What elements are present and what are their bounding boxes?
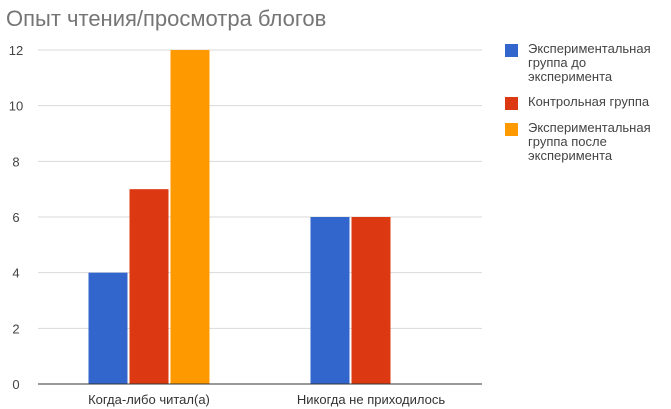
legend-swatch-exp-after — [505, 123, 518, 136]
legend-swatch-control — [505, 97, 518, 110]
bar-series-2-cat-0[interactable] — [170, 50, 210, 384]
y-tick-label: 10 — [9, 99, 23, 114]
chart-title: Опыт чтения/просмотра блогов — [6, 6, 327, 31]
y-tick-label: 6 — [12, 210, 19, 225]
y-tick-label: 4 — [12, 266, 19, 281]
legend-label-exp-before: Экспериментальная группа до эксперимента — [528, 41, 651, 84]
y-tick-label: 0 — [12, 377, 19, 392]
bar-series-1-cat-0[interactable] — [129, 189, 169, 384]
y-tick-label: 8 — [12, 154, 19, 169]
legend-swatch-exp-before — [505, 44, 518, 57]
x-category-label: Никогда не приходилось — [297, 392, 445, 407]
legend-item-exp-after[interactable]: Экспериментальная группа после экспериме… — [505, 121, 671, 163]
x-category-label: Когда-либо читал(а) — [88, 392, 210, 407]
y-axis-tick-labels: 0 2 4 6 8 10 12 — [9, 43, 23, 392]
legend-label-exp-after: Экспериментальная группа после экспериме… — [528, 120, 651, 163]
bar-series-1-cat-1[interactable] — [351, 217, 391, 384]
bar-series-0-cat-1[interactable] — [310, 217, 350, 384]
bar-chart: 0 2 4 6 8 10 12 Когда-либо читал(а) Никогда не … — [9, 43, 482, 407]
bars — [88, 50, 391, 384]
legend: Экспериментальная группа до эксперимента… — [505, 42, 671, 174]
y-tick-label: 12 — [9, 43, 23, 58]
legend-label-control: Контрольная группа — [528, 94, 650, 109]
y-tick-label: 2 — [12, 321, 19, 336]
legend-item-exp-before[interactable]: Экспериментальная группа до эксперимента — [505, 42, 671, 84]
x-axis-category-labels: Когда-либо читал(а) Никогда не приходилос… — [88, 392, 445, 407]
legend-item-control[interactable]: Контрольная группа — [505, 95, 671, 110]
bar-series-0-cat-0[interactable] — [88, 272, 128, 384]
